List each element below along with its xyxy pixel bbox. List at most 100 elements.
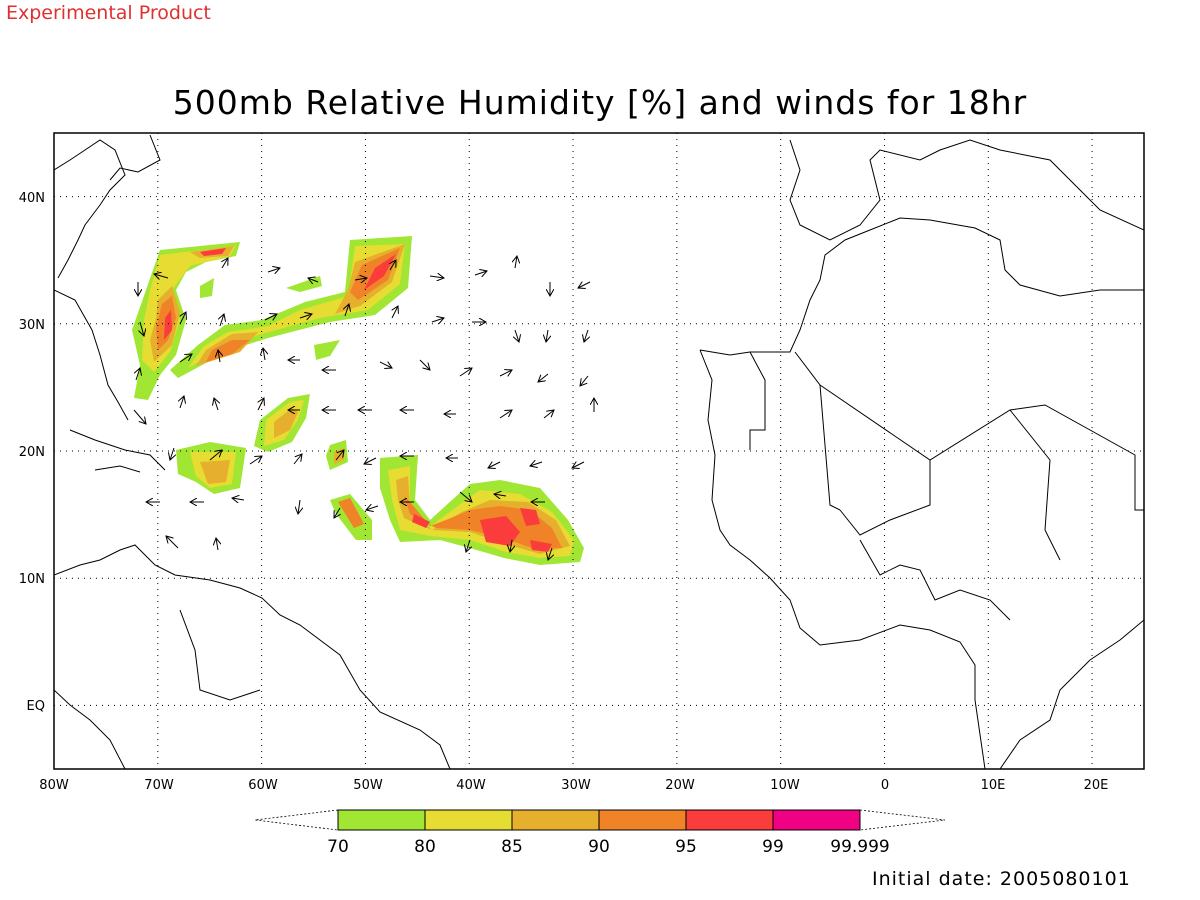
humidity-contour (412, 514, 430, 528)
wind-arrow (345, 304, 349, 317)
lon-tick-label: 10E (981, 778, 1006, 793)
wind-arrow (214, 398, 218, 411)
wind-arrow (366, 506, 379, 510)
wind-arrow (264, 314, 277, 320)
wind-arrow (180, 396, 184, 409)
wind-arrow (299, 314, 312, 318)
wind-arrow (543, 410, 554, 419)
lon-tick-label: 80W (39, 778, 69, 793)
wind-arrow (140, 321, 144, 336)
humidity-contour (200, 460, 230, 484)
wind-arrow (580, 375, 589, 386)
colorbar-left-extension (254, 809, 339, 831)
wind-arrow (499, 410, 512, 419)
colorbar-label: 80 (414, 837, 436, 857)
wind-arrow (308, 278, 319, 282)
wind-arrow (154, 274, 169, 278)
humidity-contour (200, 278, 214, 298)
lat-tick-label: 30N (19, 318, 45, 333)
lat-tick-label: EQ (27, 699, 45, 714)
wind-arrow (263, 348, 265, 361)
lon-tick-label: 20W (665, 778, 695, 793)
humidity-contour (314, 340, 340, 360)
colorbar-swatch (772, 809, 861, 831)
wind-arrow (548, 547, 552, 560)
map-gridlines (54, 133, 1144, 769)
humidity-contour (530, 540, 552, 552)
humidity-region-southeast (380, 455, 584, 565)
wind-arrow (209, 450, 222, 461)
colorbar-swatch (511, 809, 600, 831)
lat-tick-label: 40N (19, 191, 45, 206)
lon-tick-label: 60W (248, 778, 278, 793)
latitude-tick-labels: 40N 30N 20N 10N EQ (19, 191, 45, 714)
coastlines (54, 134, 1144, 769)
wind-arrow (298, 499, 300, 514)
lat-tick-label: 10N (19, 572, 45, 587)
wind-arrow (293, 454, 302, 465)
colorbar-swatch (598, 809, 687, 831)
lon-tick-label: 0 (881, 778, 889, 793)
wind-arrow (515, 256, 517, 269)
wind-arrow (335, 450, 344, 461)
map-frame (53, 132, 1145, 770)
wind-arrow (166, 536, 179, 549)
humidity-contour (338, 498, 364, 528)
wind-arrow (515, 329, 519, 342)
wind-arrow (232, 498, 245, 500)
wind-arrow (218, 350, 220, 363)
colorbar-label: 99.999 (830, 837, 889, 857)
humidity-contour (274, 408, 298, 438)
wind-arrow (136, 368, 140, 381)
wind-arrow (578, 282, 591, 288)
wind-arrow (466, 539, 470, 552)
wind-arrow (530, 462, 543, 466)
humidity-region-northwest (132, 236, 412, 400)
humidity-shading (132, 236, 584, 565)
humidity-contour (480, 516, 520, 546)
lat-tick-label: 20N (19, 445, 45, 460)
wind-arrow (258, 398, 264, 411)
wind-arrow (429, 276, 444, 278)
lon-tick-label: 10W (770, 778, 800, 793)
colorbar-swatch (337, 809, 426, 831)
humidity-contour (200, 248, 226, 256)
wind-arrow (488, 462, 501, 468)
lon-tick-label: 50W (353, 778, 383, 793)
wind-arrow (494, 494, 507, 496)
colorbar-label: 99 (762, 837, 784, 857)
wind-arrow (510, 539, 512, 552)
wind-arrow (538, 373, 549, 382)
humidity-contour (286, 276, 322, 292)
map-title: 500mb Relative Humidity [%] and winds fo… (172, 83, 1028, 122)
initial-date-label: Initial date: 2005080101 (872, 868, 1131, 890)
wind-arrow (334, 507, 340, 518)
longitude-tick-labels: 80W 70W 60W 50W 40W 30W 20W 10W 0 10E 20… (39, 778, 1108, 793)
colorbar-label: 90 (588, 837, 610, 857)
wind-vectors (133, 256, 594, 560)
experimental-product-label: Experimental Product (6, 2, 211, 24)
wind-arrow (546, 329, 548, 342)
wind-arrow (179, 354, 192, 363)
lon-tick-label: 30W (561, 778, 591, 793)
wind-arrow (431, 318, 444, 322)
colorbar-swatch (685, 809, 774, 831)
wind-arrow (249, 456, 262, 465)
wind-arrow (170, 447, 174, 460)
colorbar-swatch (424, 809, 513, 831)
colorbar-label: 85 (501, 837, 523, 857)
colorbar: 70 80 85 90 95 99 99.999 (254, 809, 946, 857)
wind-arrow (180, 312, 186, 325)
wind-arrow (222, 258, 228, 269)
wind-arrow (499, 370, 512, 376)
wind-arrow (364, 458, 377, 464)
lon-tick-label: 20E (1084, 778, 1109, 793)
colorbar-right-extension (859, 809, 946, 831)
humidity-contour (164, 310, 172, 340)
wind-arrow (392, 306, 398, 319)
wind-arrow (390, 260, 396, 271)
wind-arrow (572, 462, 585, 468)
colorbar-label: 70 (327, 837, 349, 857)
wind-arrow (133, 409, 146, 424)
